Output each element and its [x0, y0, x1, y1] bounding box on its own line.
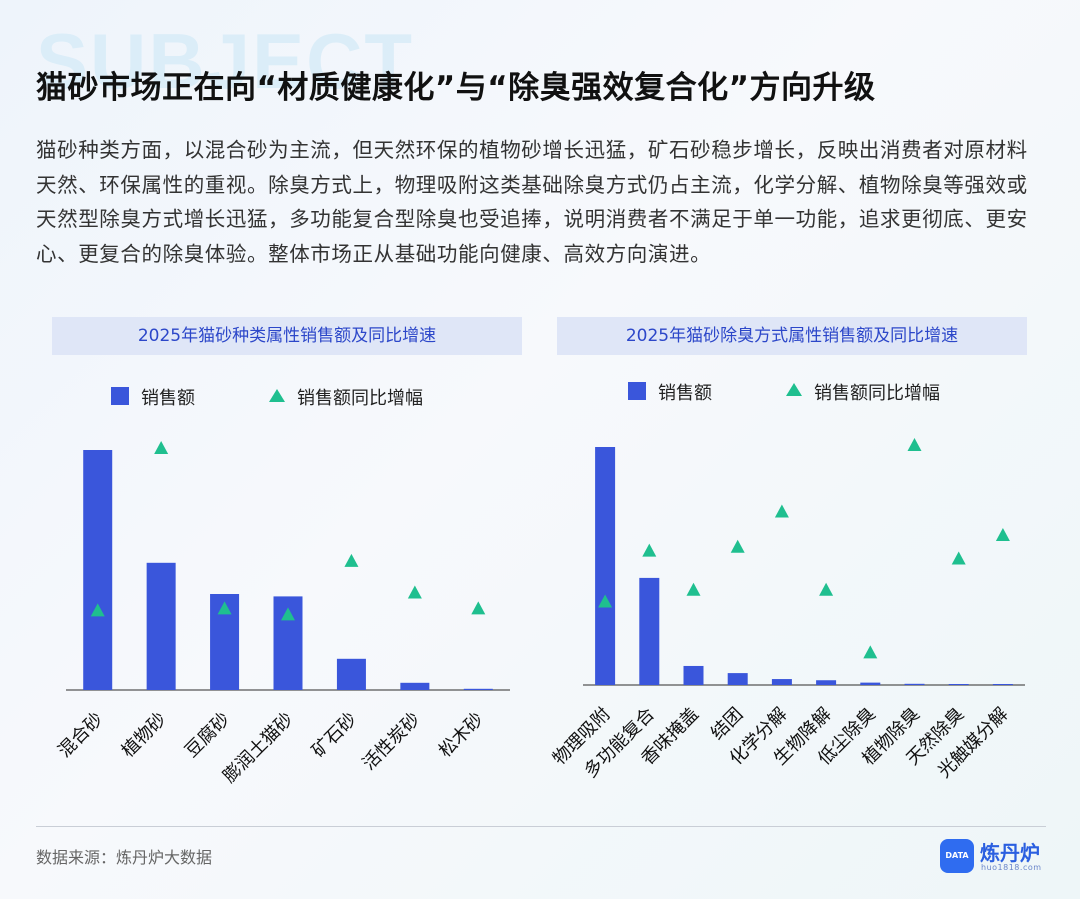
marker-yoy-growth — [281, 607, 295, 621]
bar-sales — [400, 682, 430, 690]
legend-marker-label: 销售额同比增幅 — [814, 383, 940, 404]
legend-bar-label: 销售额 — [658, 383, 712, 404]
logo-name: 炼丹炉 — [980, 841, 1040, 865]
marker-yoy-growth — [217, 601, 232, 615]
legend-marker-label: 销售额同比增幅 — [297, 388, 423, 409]
marker-yoy-growth — [774, 504, 789, 518]
marker-yoy-growth — [686, 582, 701, 596]
footer-divider — [36, 826, 1046, 827]
watermark-text: SUBJECT — [36, 17, 415, 105]
bar-sales — [639, 577, 660, 685]
bar-sales — [146, 562, 176, 690]
bar-sales — [771, 679, 792, 685]
chart-1-title: 2025年猫砂种类属性销售额及同比增速 — [52, 317, 522, 355]
marker-yoy-growth — [642, 543, 657, 557]
marker-yoy-growth — [907, 438, 922, 451]
data-source: 数据来源：炼丹炉大数据 — [36, 848, 213, 867]
legend-triangle-swatch — [786, 383, 802, 396]
chart-2-title: 2025年猫砂除臭方式属性销售额及同比增速 — [557, 317, 1027, 355]
marker-yoy-growth — [344, 553, 359, 567]
legend-bar-label: 销售额 — [141, 388, 195, 409]
marker-yoy-growth — [598, 594, 613, 608]
marker-yoy-growth — [995, 527, 1010, 541]
logo-url: huo1818.com — [981, 863, 1042, 872]
bar-sales — [992, 684, 1013, 685]
marker-yoy-growth — [863, 645, 878, 659]
marker-yoy-growth — [407, 585, 422, 599]
summary-paragraph: 猫砂种类方面，以混合砂为主流，但天然环保的植物砂增长迅猛，矿石砂稳步增长，反映出… — [36, 138, 1028, 266]
legend-bar-swatch — [628, 382, 646, 400]
marker-yoy-growth — [154, 441, 169, 454]
marker-yoy-growth — [730, 539, 745, 553]
legend-triangle-swatch — [269, 389, 285, 402]
bar-sales — [463, 688, 493, 690]
bar-sales — [83, 450, 113, 690]
brand-logo: DATA 炼丹炉 huo1818.com — [940, 837, 1050, 877]
legend-bar-swatch — [111, 387, 129, 405]
marker-yoy-growth — [90, 603, 105, 617]
bar-sales — [595, 447, 616, 685]
bar-sales — [336, 658, 366, 690]
marker-yoy-growth — [951, 551, 966, 565]
bar-sales — [727, 673, 748, 685]
bar-sales — [904, 683, 925, 685]
bar-sales — [860, 682, 881, 685]
page-title: 猫砂市场正在向“材质健康化”与“除臭强效复合化”方向升级 — [36, 70, 876, 106]
marker-yoy-growth — [819, 582, 834, 596]
bar-sales — [683, 665, 704, 685]
bar-sales — [816, 680, 837, 685]
logo-badge-icon: DATA — [940, 839, 974, 873]
marker-yoy-growth — [471, 601, 486, 615]
bar-sales — [948, 684, 969, 685]
